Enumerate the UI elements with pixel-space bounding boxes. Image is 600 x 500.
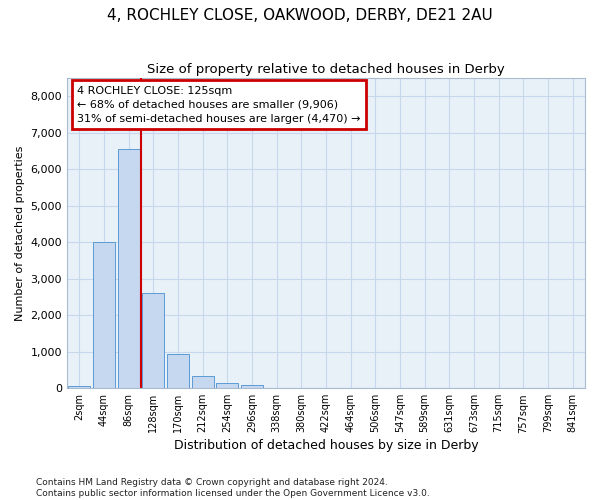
Bar [191,376,214,388]
Text: 4, ROCHLEY CLOSE, OAKWOOD, DERBY, DE21 2AU: 4, ROCHLEY CLOSE, OAKWOOD, DERBY, DE21 2… [107,8,493,22]
X-axis label: Distribution of detached houses by size in Derby: Distribution of detached houses by size … [174,440,478,452]
Text: 4 ROCHLEY CLOSE: 125sqm
← 68% of detached houses are smaller (9,906)
31% of semi: 4 ROCHLEY CLOSE: 125sqm ← 68% of detache… [77,86,361,124]
Bar [216,384,238,388]
Text: Contains HM Land Registry data © Crown copyright and database right 2024.
Contai: Contains HM Land Registry data © Crown c… [36,478,430,498]
Bar [142,294,164,388]
Bar [68,386,91,388]
Bar [118,149,140,388]
Bar [93,242,115,388]
Y-axis label: Number of detached properties: Number of detached properties [15,146,25,321]
Title: Size of property relative to detached houses in Derby: Size of property relative to detached ho… [147,62,505,76]
Bar [241,384,263,388]
Bar [167,354,189,388]
